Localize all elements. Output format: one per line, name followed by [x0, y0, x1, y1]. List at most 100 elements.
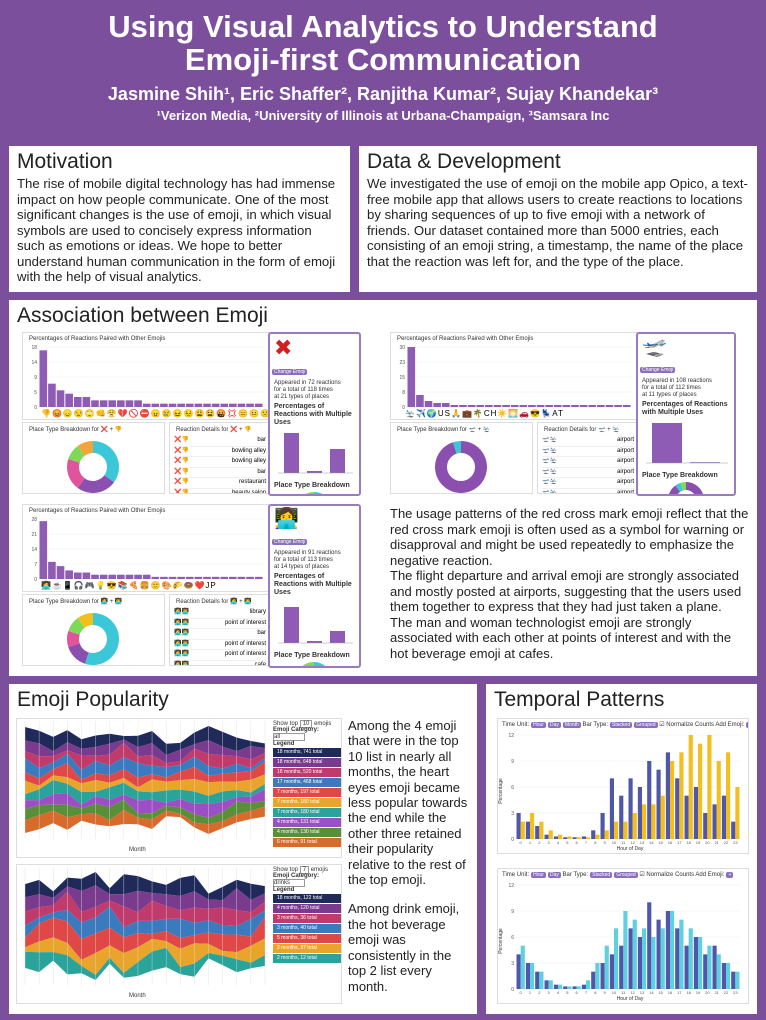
pair-bar — [450, 405, 459, 407]
pair-bar — [597, 405, 605, 407]
y-tick-label: 9 — [511, 909, 514, 915]
reaction-place: point of interest — [224, 640, 266, 647]
pair-chart-1-emoji-axis: 👎😡😞😒🙄👊😤💔🚫⛔😠😢😖😣😩😫🤬💢😑😐🙁 — [41, 409, 270, 418]
change-emoji-button-3[interactable]: Change Emoji — [272, 539, 308, 545]
legend-list-1: 18 months, 741 total 18 months, 648 total… — [273, 748, 341, 847]
legend-entry: 4 months, 120 total — [273, 904, 341, 913]
category-select-1[interactable]: all — [273, 733, 305, 741]
reaction-emoji: 👩‍💻👨‍💻 — [174, 651, 189, 657]
change-emoji-button-2[interactable]: Change Emoji — [640, 367, 676, 373]
pair-bar — [416, 395, 424, 407]
category-select-2[interactable]: drinks — [273, 879, 305, 887]
hour-bar-series-1 — [591, 971, 596, 989]
pair-bar — [73, 572, 82, 579]
x-tick-label: 10 — [612, 990, 617, 995]
x-tick-label: 21 — [714, 990, 719, 995]
bar-stacked-button-1[interactable]: Stacked — [610, 722, 633, 728]
pair-bar — [476, 405, 485, 407]
reaction-place: library — [249, 609, 266, 615]
bar-grouped-button-1[interactable]: Grouped — [634, 722, 658, 728]
popularity-text: Among the 4 emoji that were in the top 1… — [348, 718, 472, 994]
pair-bar — [588, 405, 597, 407]
side-bar-3 — [278, 607, 353, 644]
donut-slice — [77, 475, 115, 493]
hour-bar-series-1 — [572, 986, 577, 989]
pair-bar — [622, 405, 631, 407]
pair-bar — [246, 576, 254, 579]
time-month-button-1[interactable]: Month — [562, 722, 581, 728]
time-hour-button-1[interactable]: Hour — [531, 722, 546, 728]
reaction-detail-row: 👩‍💻👨‍💻 point of interest — [174, 640, 266, 650]
pair-chart-1: Percentages of Reactions Paired with Oth… — [22, 332, 270, 420]
bar-grouped-button-2[interactable]: Grouped — [614, 872, 638, 878]
x-tick-label: 16 — [668, 990, 673, 995]
donut-slice — [452, 441, 461, 454]
hour-bar-series-1 — [628, 778, 633, 839]
y-tick-label: 14 — [31, 547, 37, 553]
temporal-title: Temporal Patterns — [494, 688, 665, 711]
hour-bar-series-1 — [731, 821, 736, 839]
streamgraph-all — [24, 721, 266, 839]
y-axis-label: Percentage — [498, 928, 504, 954]
x-tick-label: 9 — [604, 990, 607, 995]
legend-entry: 18 months, 741 total — [273, 748, 341, 757]
pair-bar — [220, 403, 229, 407]
x-tick-label: 0 — [520, 990, 523, 995]
card-info-line: at 21 types of places — [274, 394, 330, 400]
reaction-detail-row: 🛫🛬 airport — [542, 478, 634, 489]
add-emoji-button-2[interactable]: + — [726, 872, 734, 878]
x-tick-label: 2 — [538, 990, 541, 995]
popularity-controls-2: Show top 7 emojis Emoji Category: drinks… — [273, 866, 341, 964]
time-hour-button-2[interactable]: Hour — [531, 872, 546, 878]
x-tick-label: 8 — [594, 990, 597, 995]
pair-bar — [91, 574, 99, 579]
hour-bar-series-1 — [675, 928, 680, 989]
pair-bar — [117, 574, 125, 579]
add-emoji-button-1[interactable]: + — [746, 722, 748, 728]
reaction-emoji: ❌👎 — [174, 489, 189, 494]
donut-slice — [68, 445, 85, 463]
card-1-info: Appeared in 72 reactions for a total of 1… — [274, 380, 355, 401]
hour-bar-series-1 — [665, 911, 670, 989]
stream-layer — [25, 743, 265, 771]
reaction-detail-row: 🛫🛬 airport — [542, 447, 634, 457]
time-day-button-1[interactable]: Day — [547, 722, 561, 728]
side-bar — [330, 449, 345, 473]
pair-bar — [203, 403, 211, 407]
reaction-details-2: Reaction Details for 🛫 + 🛬 🛫🛬 airport 🛫🛬 ai… — [537, 422, 638, 494]
pair-bar — [56, 390, 65, 407]
time-day-button-2[interactable]: Day — [547, 872, 561, 878]
reaction-detail-row: ❌👎 bowling alley — [174, 457, 266, 468]
reaction-place: bowling alley — [231, 447, 266, 454]
reaction-place: cafe — [254, 661, 266, 666]
hour-bar-series-2 — [660, 928, 665, 989]
pair-bar — [237, 403, 246, 407]
reaction-place: bar — [257, 630, 266, 636]
reaction-emoji: 👩‍💻👨‍💻 — [174, 609, 189, 615]
x-tick-label: 21 — [714, 840, 719, 845]
reaction-place: airport — [616, 458, 634, 464]
reaction-detail-row: ❌👎 restaurant — [174, 478, 266, 489]
popularity-text-1: Among the 4 emoji that were in the top 1… — [348, 718, 468, 888]
normalize-label-1[interactable]: Normalize Counts — [666, 722, 714, 728]
reaction-detail-row: 👩‍💻👨‍💻 point of interest — [174, 650, 266, 661]
show-top-input-2[interactable]: 7 — [299, 866, 310, 874]
hour-bar-series-1 — [712, 945, 717, 989]
pair-bar — [579, 405, 588, 407]
reaction-emoji: ❌👎 — [174, 479, 189, 485]
hour-bar-series-1 — [684, 795, 689, 839]
y-tick-label: 0 — [402, 405, 405, 411]
pair-bar — [65, 393, 73, 407]
show-top-input-1[interactable]: 10 — [299, 720, 313, 728]
place-breakdown-3: Place Type Breakdown for 👩‍💻 + 👨‍💻 — [22, 594, 165, 666]
reaction-place: airport — [616, 489, 634, 494]
bar-stacked-button-2[interactable]: Stacked — [590, 872, 613, 878]
side-bar — [330, 631, 345, 643]
hour-bar-series-1 — [600, 813, 605, 839]
reaction-emoji: ❌👎 — [174, 468, 189, 475]
normalize-label-2[interactable]: Normalize Counts — [646, 872, 695, 878]
change-emoji-button-1[interactable]: Change Emoji — [272, 369, 308, 375]
pair-bar — [82, 572, 91, 579]
pair-bar — [571, 405, 579, 407]
